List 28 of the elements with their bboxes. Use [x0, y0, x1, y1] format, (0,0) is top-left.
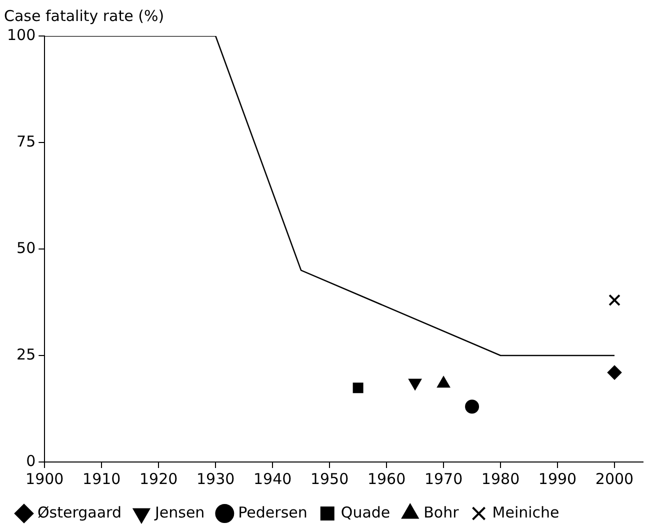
x-tick-label: 1930 [196, 470, 235, 488]
legend-label: Jensen [154, 503, 205, 522]
y-tick-label: 0 [26, 452, 36, 470]
x-tick-label: 1960 [367, 470, 406, 488]
y-tick-label: 25 [16, 345, 36, 364]
legend-label: Pedersen [238, 503, 308, 522]
legend-label: Quade [340, 503, 390, 522]
x-tick-label: 1940 [253, 470, 292, 488]
x-tick-label: 1970 [424, 470, 463, 488]
x-tick-label: 1920 [140, 470, 178, 488]
y-tick-label: 75 [16, 132, 36, 150]
x-tick-label: 1980 [481, 470, 520, 488]
y-axis-title: Case fatality rate (%) [4, 6, 164, 25]
x-tick-label: 1900 [26, 470, 64, 488]
x-tick-label: 2000 [595, 470, 634, 488]
x-tick-label: 1990 [538, 470, 577, 488]
y-tick-label: 100 [6, 26, 36, 44]
point [608, 366, 622, 380]
point [408, 378, 422, 390]
legend-label: Meiniche [492, 503, 560, 522]
x-tick-label: 1910 [82, 470, 121, 488]
legend-label: Østergaard [38, 503, 122, 522]
x-tick-label: 1950 [310, 470, 349, 488]
point [465, 400, 480, 414]
legend-label: Bohr [424, 503, 460, 522]
y-tick-label: 50 [16, 238, 36, 257]
point [352, 382, 364, 394]
point [608, 294, 620, 306]
